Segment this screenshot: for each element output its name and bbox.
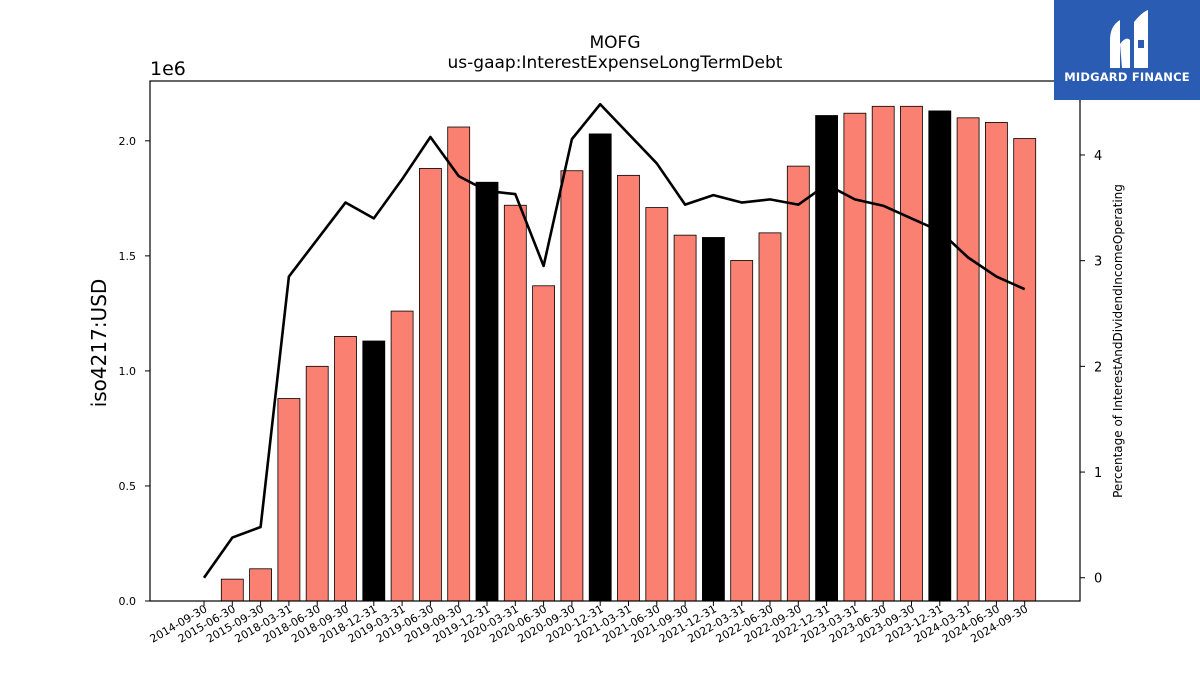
y-tick-label: 1.5 <box>119 250 137 263</box>
y-tick-label: 2.0 <box>119 135 137 148</box>
bars-layer <box>220 105 1037 602</box>
plot-frame <box>149 80 1081 602</box>
bar-2021-12-31 <box>702 237 725 602</box>
bar-2018-09-30 <box>334 335 357 602</box>
bar-2019-03-31 <box>390 310 414 602</box>
bar-2023-06-30 <box>871 105 895 602</box>
y2-tick-label: 2 <box>1094 360 1102 375</box>
y2-tick-label: 0 <box>1094 572 1102 587</box>
bar-2020-03-31 <box>503 204 527 602</box>
bar-2019-12-31 <box>475 181 499 602</box>
bar-2022-03-31 <box>730 260 754 602</box>
logo-text: MIDGARD FINANCE <box>1064 70 1190 84</box>
bar-2021-03-31 <box>617 174 640 602</box>
bar-2015-09-30 <box>249 568 273 602</box>
bar-2019-06-30 <box>418 168 442 602</box>
bar-2020-12-31 <box>588 133 612 602</box>
y2-tick-label: 3 <box>1094 255 1102 270</box>
brand-logo: MIDGARD FINANCE <box>1054 0 1200 100</box>
y2-tick-label: 4 <box>1094 149 1102 164</box>
bar-2018-03-31 <box>277 398 301 602</box>
midgard-logo-icon <box>1110 10 1148 68</box>
bar-2018-12-31 <box>362 340 386 602</box>
bar-2020-06-30 <box>532 285 555 602</box>
y-offset-label: 1e6 <box>150 58 186 80</box>
bar-2018-06-30 <box>305 365 329 602</box>
left-axis-ticks: 0.0 0.5 1.0 1.5 2.0 <box>119 135 150 608</box>
y-tick-label: 1.0 <box>119 365 137 378</box>
bar-2021-09-30 <box>673 234 697 602</box>
chart-subtitle: us-gaap:InterestExpenseLongTermDebt <box>448 53 783 73</box>
bar-2022-06-30 <box>758 232 782 602</box>
x-axis-ticks: 2014-09-302015-06-302015-09-302018-03-31… <box>148 601 1030 646</box>
bar-2024-09-30 <box>1013 138 1037 602</box>
right-axis-ticks: 0 1 2 3 4 <box>1080 149 1102 587</box>
bar-2023-12-31 <box>928 110 952 602</box>
bar-2022-09-30 <box>786 165 810 602</box>
y-tick-label: 0.0 <box>119 595 137 608</box>
y2-tick-label: 1 <box>1094 466 1102 481</box>
bar-2024-03-31 <box>956 117 980 602</box>
bar-2024-06-30 <box>985 122 1008 602</box>
bar-2020-09-30 <box>560 170 584 602</box>
bar-2015-06-30 <box>220 578 244 602</box>
chart-title: MOFG <box>590 33 641 53</box>
bar-2021-06-30 <box>645 207 669 602</box>
y-tick-label: 0.5 <box>119 480 137 493</box>
bar-2023-09-30 <box>900 105 923 602</box>
bar-2019-09-30 <box>447 126 471 602</box>
percentage-line <box>202 102 1026 579</box>
y2-axis-label: Percentage of InterestAndDividendIncomeO… <box>1111 184 1125 498</box>
y-axis-label: iso4217:USD <box>87 279 111 408</box>
bar-2023-03-31 <box>843 112 867 602</box>
